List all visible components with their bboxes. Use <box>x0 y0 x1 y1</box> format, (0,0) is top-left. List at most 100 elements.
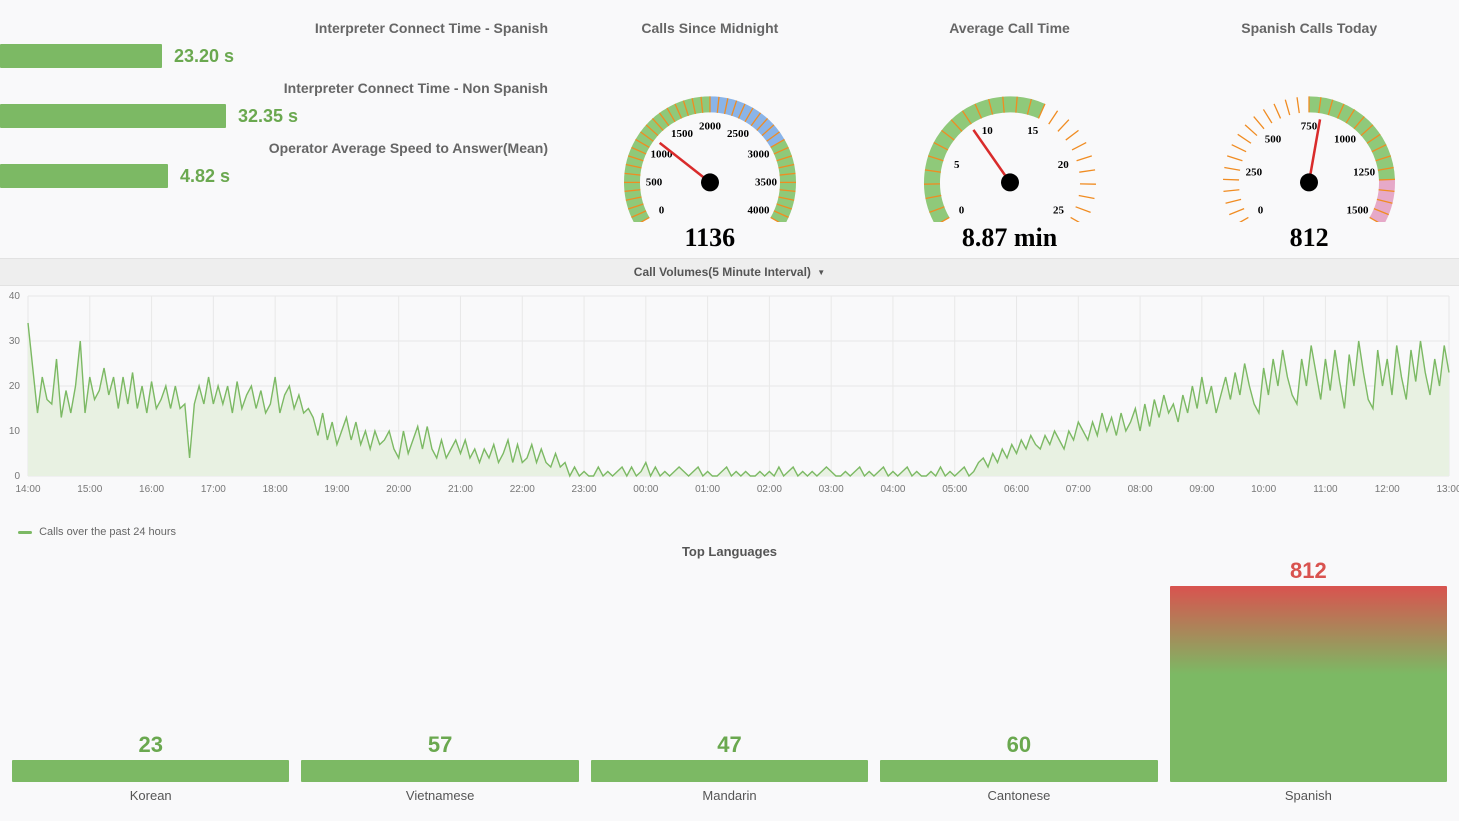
kpi-metric-bar <box>0 104 226 128</box>
call-volume-title: Call Volumes(5 Minute Interval) <box>634 265 811 279</box>
language-value: 812 <box>1170 558 1447 584</box>
language-label: Cantonese <box>880 788 1157 803</box>
gauge-tick-label: 3000 <box>747 148 770 160</box>
chevron-down-icon: ▼ <box>814 268 825 277</box>
gauge-tick-label: 2500 <box>727 128 750 140</box>
kpi-metric-bar-wrap: 32.35 s <box>0 104 560 128</box>
gauge-tick-label: 3500 <box>755 176 778 188</box>
x-axis-label: 04:00 <box>880 484 905 495</box>
language-bar-rect <box>12 760 289 782</box>
legend-swatch <box>18 531 32 534</box>
gauge-title: Calls Since Midnight <box>560 20 860 36</box>
kpi-metrics-panel: Interpreter Connect Time - Spanish 23.20 … <box>0 0 560 258</box>
x-axis-label: 08:00 <box>1128 484 1153 495</box>
gauge-tick-label: 2000 <box>699 120 722 132</box>
language-label: Vietnamese <box>301 788 578 803</box>
x-axis-label: 22:00 <box>510 484 535 495</box>
kpi-metric-value: 32.35 s <box>226 104 298 128</box>
gauge-value: 1136 <box>560 223 860 253</box>
kpi-metric-bar <box>0 164 168 188</box>
kpi-metric-title: Operator Average Speed to Answer(Mean) <box>0 140 560 156</box>
kpi-metric-bar-wrap: 23.20 s <box>0 44 560 68</box>
x-axis-label: 23:00 <box>572 484 597 495</box>
gauge-tick-label: 4000 <box>747 204 770 216</box>
top-row: Interpreter Connect Time - Spanish 23.20 … <box>0 0 1459 258</box>
x-axis-label: 05:00 <box>942 484 967 495</box>
gauge-tick-label: 15 <box>1027 125 1039 137</box>
gauge-title: Average Call Time <box>860 20 1160 36</box>
x-axis-label: 00:00 <box>633 484 658 495</box>
gauge-value: 8.87 min <box>860 223 1160 253</box>
x-axis-label: 06:00 <box>1004 484 1029 495</box>
gauge-panel: Spanish Calls Today025050075010001250150… <box>1159 0 1459 258</box>
x-axis-label: 02:00 <box>757 484 782 495</box>
language-bar: 47 Mandarin <box>591 732 868 803</box>
gauge-value: 812 <box>1159 223 1459 253</box>
gauge-tick-label: 25 <box>1052 204 1064 216</box>
call-volume-legend: Calls over the past 24 hours <box>0 526 1459 538</box>
y-axis-label: 0 <box>14 471 20 482</box>
gauge-segment <box>1231 104 1309 221</box>
x-axis-label: 13:00 <box>1436 484 1459 495</box>
x-axis-label: 07:00 <box>1066 484 1091 495</box>
kpi-metric: Interpreter Connect Time - Non Spanish 32… <box>0 80 560 128</box>
gauge-tick-label: 0 <box>659 204 665 216</box>
gauge-tick-label: 1500 <box>1347 204 1370 216</box>
gauge-svg: 05001000150020002500300035004000 <box>595 42 825 222</box>
gauge-hub <box>1300 173 1318 191</box>
x-axis-label: 01:00 <box>695 484 720 495</box>
gauge-tick-label: 0 <box>958 204 964 216</box>
language-value: 23 <box>12 732 289 758</box>
kpi-metric-title: Interpreter Connect Time - Non Spanish <box>0 80 560 96</box>
language-bar: 57Vietnamese <box>301 732 578 803</box>
x-axis-label: 17:00 <box>201 484 226 495</box>
gauge-panel: Average Call Time05101520258.87 min <box>860 0 1160 258</box>
gauge-tick-label: 250 <box>1246 167 1263 179</box>
x-axis-label: 21:00 <box>448 484 473 495</box>
language-value: 60 <box>880 732 1157 758</box>
kpi-metric-value: 4.82 s <box>168 164 230 188</box>
gauge-panel: Calls Since Midnight05001000150020002500… <box>560 0 860 258</box>
y-axis-label: 40 <box>9 291 21 302</box>
call-volume-chart: 01020304014:0015:0016:0017:0018:0019:002… <box>0 286 1459 526</box>
kpi-metric-bar <box>0 44 162 68</box>
gauge-minor-tick <box>1223 179 1239 180</box>
language-bar-rect <box>1170 586 1447 782</box>
gauge-tick-label: 1500 <box>671 128 694 140</box>
language-bar-rect <box>880 760 1157 782</box>
gauge-segment <box>932 104 1042 221</box>
area-fill <box>28 323 1449 476</box>
gauge-tick-label: 10 <box>981 125 993 137</box>
kpi-metric-title: Interpreter Connect Time - Spanish <box>0 20 560 36</box>
x-axis-label: 10:00 <box>1251 484 1276 495</box>
language-label: Mandarin <box>591 788 868 803</box>
x-axis-label: 20:00 <box>386 484 411 495</box>
language-value: 47 <box>591 732 868 758</box>
gauge-tick-label: 1250 <box>1353 167 1376 179</box>
language-bar: 60 Cantonese <box>880 732 1157 803</box>
x-axis-label: 15:00 <box>77 484 102 495</box>
gauge-tick-label: 5 <box>953 159 959 171</box>
kpi-metric-value: 23.20 s <box>162 44 234 68</box>
gauge-svg: 0250500750100012501500 <box>1194 42 1424 222</box>
gauge-needle <box>973 130 1010 183</box>
gauge-tick-label: 0 <box>1258 204 1264 216</box>
kpi-metric: Operator Average Speed to Answer(Mean) 4.… <box>0 140 560 188</box>
legend-text: Calls over the past 24 hours <box>39 526 176 538</box>
gauge-svg: 0510152025 <box>895 42 1125 222</box>
language-bar: 812Spanish <box>1170 558 1447 803</box>
gauge-title: Spanish Calls Today <box>1159 20 1459 36</box>
call-volume-header[interactable]: Call Volumes(5 Minute Interval) ▼ <box>0 258 1459 286</box>
gauge-hub <box>701 173 719 191</box>
gauge-tick-label: 500 <box>1265 134 1282 146</box>
x-axis-label: 19:00 <box>324 484 349 495</box>
language-bar-rect <box>591 760 868 782</box>
language-bar-rect <box>301 760 578 782</box>
gauge-tick-label: 500 <box>646 176 663 188</box>
x-axis-label: 03:00 <box>819 484 844 495</box>
top-languages-title: Top Languages <box>0 544 1459 559</box>
gauge-hub <box>1001 173 1019 191</box>
x-axis-label: 12:00 <box>1375 484 1400 495</box>
gauge-tick-label: 750 <box>1301 120 1318 132</box>
language-bar: 23Korean <box>12 732 289 803</box>
